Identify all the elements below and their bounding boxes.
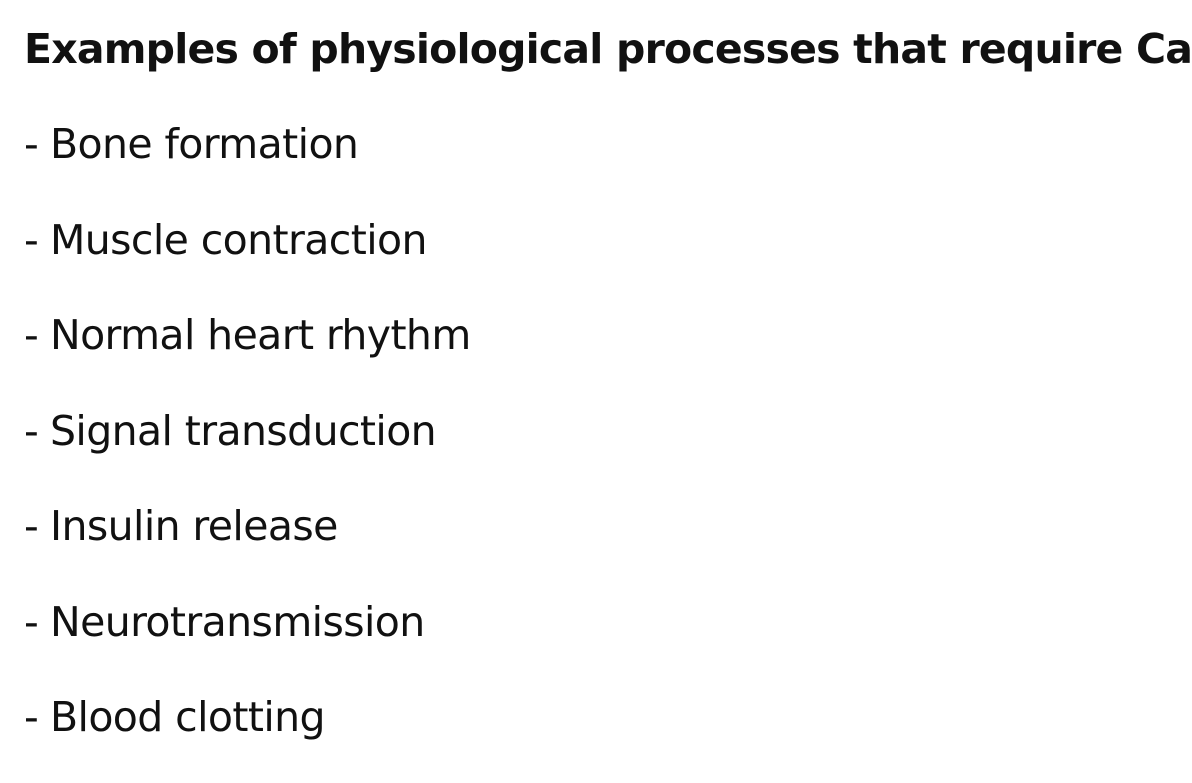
list-item: - Insulin release (24, 496, 471, 592)
list-item: - Neurotransmission (24, 592, 471, 688)
title-text: Examples of physiological processes that… (24, 25, 1192, 73)
page-title: Examples of physiological processes that… (24, 19, 1192, 79)
list-item: - Muscle contraction (24, 210, 471, 306)
bullet-dash: - (24, 597, 39, 646)
list-item: - Normal heart rhythm (24, 305, 471, 401)
list-item-text: Bone formation (50, 120, 359, 168)
document: Examples of physiological processes that… (24, 0, 1192, 770)
list-item-text: Neurotransmission (50, 597, 425, 646)
list-item-text: Muscle contraction (50, 215, 427, 264)
process-list: - Bone formation - Muscle contraction - Nor… (24, 114, 471, 783)
list-item-text: Insulin release (50, 502, 338, 550)
bullet-dash: - (24, 693, 39, 741)
list-item-text: Blood clotting (50, 693, 326, 741)
list-item: - Blood clotting (24, 687, 471, 783)
bullet-dash: - (24, 406, 39, 455)
bullet-dash: - (24, 311, 39, 359)
list-item-text: Normal heart rhythm (50, 311, 471, 359)
list-item-text: Signal transduction (50, 406, 437, 455)
list-item: - Signal transduction (24, 401, 471, 497)
bullet-dash: - (24, 120, 39, 168)
bullet-dash: - (24, 502, 39, 550)
bullet-dash: - (24, 215, 39, 264)
list-item: - Bone formation (24, 114, 471, 210)
